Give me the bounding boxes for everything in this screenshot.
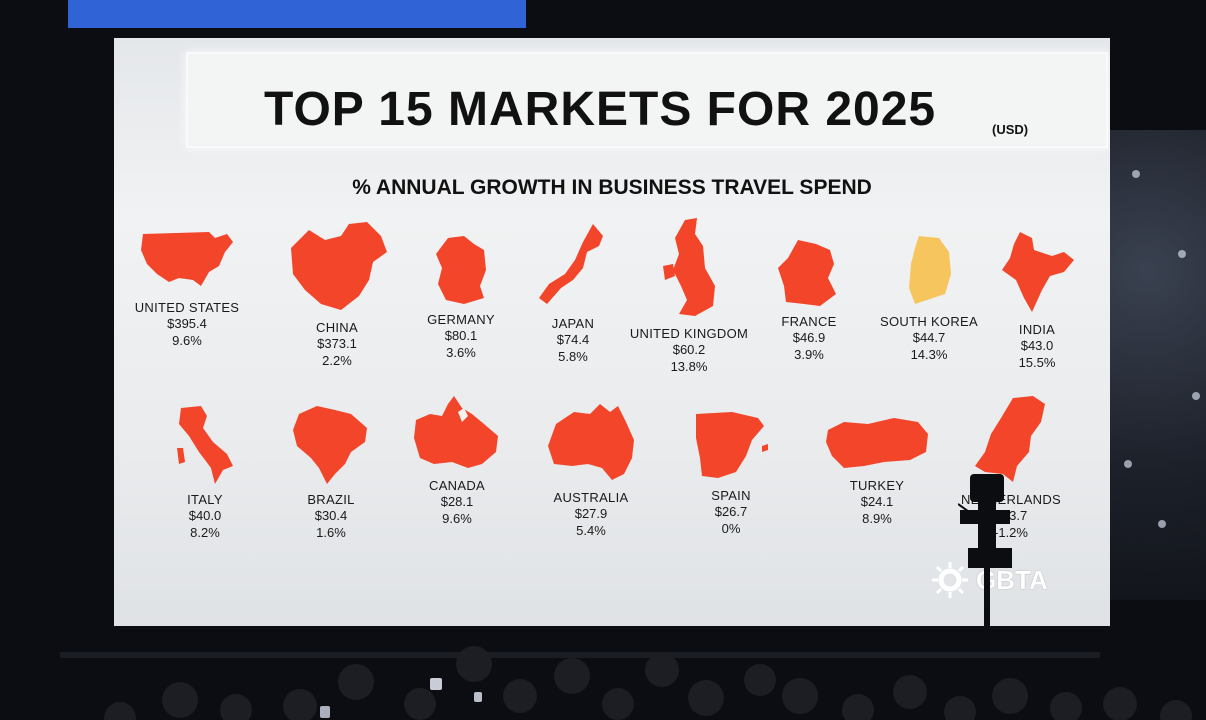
italy-map-icon xyxy=(177,406,233,484)
market-india: INDIA $43.0 15.5% xyxy=(962,230,1110,371)
currency-note: (USD) xyxy=(992,122,1029,137)
market-south-korea: SOUTH KOREA $44.7 14.3% xyxy=(854,234,1004,363)
market-germany: GERMANY $80.1 3.6% xyxy=(386,234,536,361)
turkey-map-icon xyxy=(826,418,928,468)
germany-map-icon xyxy=(436,236,486,304)
market-china: CHINA $373.1 2.2% xyxy=(262,220,412,369)
market-turkey: TURKEY $24.1 8.9% xyxy=(802,416,952,527)
china-map-icon xyxy=(291,222,387,310)
market-united-kingdom: UNITED KINGDOM $60.2 13.8% xyxy=(614,216,764,375)
india-map-icon xyxy=(1002,232,1074,312)
united-states-map-icon xyxy=(141,232,233,286)
market-france: FRANCE $46.9 3.9% xyxy=(734,238,884,363)
japan-map-icon xyxy=(539,224,603,304)
netherlands-map-icon xyxy=(975,396,1045,482)
market-canada: CANADA $28.1 9.6% xyxy=(382,394,532,527)
audience-silhouettes xyxy=(0,626,1206,720)
brazil-map-icon xyxy=(293,406,367,484)
market-australia: AUSTRALIA $27.9 5.4% xyxy=(516,402,666,539)
market-japan: JAPAN $74.4 5.8% xyxy=(498,222,648,365)
title-panel xyxy=(186,52,1108,148)
market-italy: ITALY $40.0 8.2% xyxy=(130,404,280,541)
france-map-icon xyxy=(778,240,836,306)
market-spain: SPAIN $26.7 0% xyxy=(656,410,806,537)
room-background xyxy=(1108,130,1206,600)
south-korea-map-icon xyxy=(909,236,951,304)
market-united-states: UNITED STATES $395.4 9.6% xyxy=(114,228,262,349)
slide-subtitle: % ANNUAL GROWTH IN BUSINESS TRAVEL SPEND xyxy=(352,176,872,199)
projection-screen: TOP 15 MARKETS FOR 2025 (USD) % ANNUAL G… xyxy=(114,38,1110,630)
sunburst-icon xyxy=(932,562,968,598)
spain-map-icon xyxy=(696,412,768,478)
blue-banner xyxy=(68,0,526,28)
market-brazil: BRAZIL $30.4 1.6% xyxy=(256,404,406,541)
slide-title: TOP 15 MARKETS FOR 2025 xyxy=(264,83,937,136)
australia-map-icon xyxy=(548,404,634,480)
united-kingdom-map-icon xyxy=(663,218,715,316)
canada-map-icon xyxy=(414,396,498,468)
